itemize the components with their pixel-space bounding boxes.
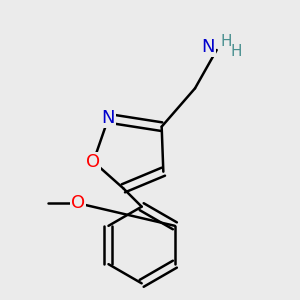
Text: H: H — [221, 34, 232, 49]
Text: N: N — [202, 38, 215, 56]
Text: O: O — [86, 153, 100, 171]
Text: N: N — [102, 109, 115, 127]
Text: H: H — [230, 44, 242, 59]
Text: O: O — [71, 194, 85, 212]
